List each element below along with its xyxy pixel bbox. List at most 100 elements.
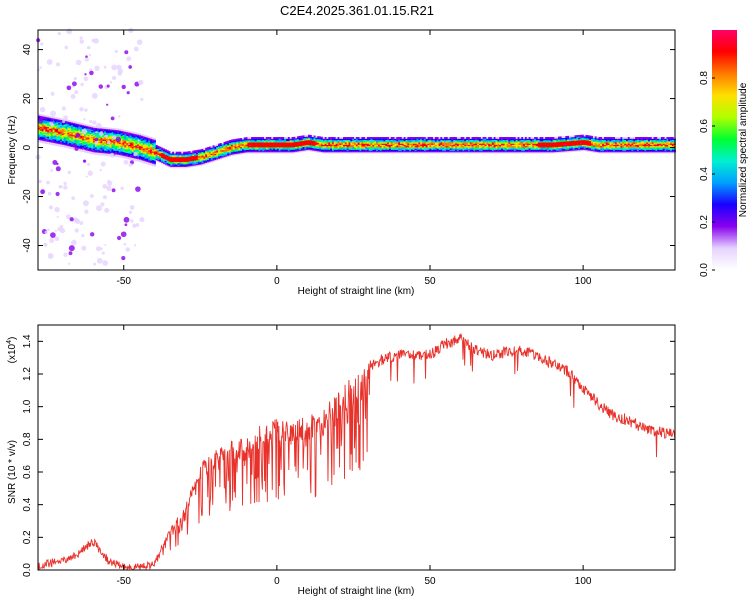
spectrogram-cell — [431, 149, 434, 152]
spectrogram-cell — [254, 149, 257, 152]
spectrogram-cell — [490, 145, 493, 148]
spectrogram-cell — [491, 151, 494, 154]
spectrogram-cell — [308, 135, 311, 138]
spectrogram-cell — [638, 146, 641, 149]
spectrogram-cell — [344, 149, 347, 152]
spectrogram-cell — [181, 156, 184, 159]
spectrogram-cell — [479, 137, 482, 139]
spectrogram-cell — [118, 153, 121, 156]
spectrogram-cell — [622, 139, 625, 142]
spectrogram-cell — [223, 154, 226, 156]
spectrogram-cell — [530, 143, 533, 145]
spectrogram-cell — [399, 149, 403, 152]
spectrogram-cell — [111, 143, 114, 146]
spectrogram-cell — [640, 145, 643, 148]
spectrogram-cell — [293, 145, 296, 148]
spectrogram-cell — [212, 158, 215, 161]
spectrogram-cell — [377, 146, 381, 149]
spectrogram-cell — [390, 151, 393, 154]
spectrogram-cell — [569, 139, 572, 142]
spectrogram-cell — [482, 140, 485, 143]
spectrogram-cell — [185, 161, 188, 164]
spectrogram-cell — [521, 145, 524, 148]
spectrogram-cell — [491, 143, 494, 145]
spectrogram-cell — [139, 152, 142, 155]
spectrogram-cell — [93, 146, 96, 149]
spectrogram-cell — [467, 145, 471, 148]
spectrogram-cell — [602, 150, 605, 153]
spectrogram-cell — [238, 149, 241, 152]
spectrogram-cell — [434, 148, 437, 150]
spectrogram-cell — [275, 150, 278, 153]
spectrogram-cell — [376, 137, 379, 139]
spectrogram-cell — [140, 148, 143, 151]
spectrogram-cell — [313, 147, 316, 150]
spectrogram-cell — [173, 154, 177, 156]
spectrogram-cell — [133, 132, 136, 134]
spectrogram-cell — [436, 145, 439, 148]
spectrogram-cell — [153, 158, 156, 161]
spectrogram-cell — [49, 134, 52, 137]
spectrogram-cell — [442, 149, 445, 152]
spectrogram-cell — [350, 144, 353, 147]
spectrogram-cell — [221, 142, 224, 145]
spectrogram-cell — [306, 149, 309, 152]
spectrogram-cell — [186, 156, 189, 159]
spectrogram-cell — [196, 164, 199, 167]
spectrogram-cell — [497, 146, 500, 149]
spectrogram-cell — [129, 155, 132, 158]
spectrogram-cell — [304, 143, 307, 146]
spectrogram-cell — [592, 144, 596, 147]
spectrogram-cell — [501, 146, 504, 149]
spectrogram-cell — [47, 138, 50, 141]
spectrogram-cell — [164, 155, 167, 158]
spectrogram-cell — [133, 139, 136, 142]
spectrogram-cell — [208, 156, 211, 159]
spectrogram-cell — [269, 145, 272, 148]
spectrogram-cell — [521, 146, 524, 149]
spectrogram-cell — [56, 141, 59, 144]
spectrogram-cell — [207, 160, 210, 163]
spectrogram-cell — [131, 137, 134, 140]
spectrogram-cell — [65, 123, 68, 125]
spectrogram-cell — [179, 161, 182, 164]
spectrogram-cell — [264, 144, 267, 147]
spectrogram-cell — [67, 128, 70, 131]
spectrogram-cell — [85, 127, 88, 130]
spectrogram-cell — [43, 139, 46, 142]
spectrogram-cell — [484, 143, 487, 145]
spectrogram-cell — [56, 117, 59, 120]
spectrogram-cell — [306, 137, 309, 140]
spectrogram-cell — [43, 124, 46, 127]
spectrogram-cell — [467, 151, 471, 154]
spectrogram-cell — [453, 138, 456, 141]
spectrogram-cell — [366, 139, 370, 142]
spectrogram-cell — [131, 148, 134, 151]
spectrogram-cell — [607, 137, 610, 139]
spectrogram-cell — [61, 139, 64, 142]
spectrogram-cell — [418, 139, 421, 142]
spectrogram-cell — [578, 144, 581, 147]
spectrogram-cell — [197, 160, 200, 163]
spectrogram-cell — [71, 125, 74, 128]
spectrogram-cell — [455, 139, 458, 142]
spectrogram-cell — [139, 150, 142, 153]
spectrogram-cell — [646, 145, 649, 148]
spectrogram-cell — [76, 122, 79, 124]
spectrogram-cell — [243, 137, 246, 140]
spectrogram-cell — [456, 150, 460, 153]
spectrogram-cell — [265, 139, 268, 142]
spectrogram-cell — [618, 141, 621, 144]
spectrogram-cell — [354, 141, 357, 144]
spectrogram-cell — [196, 162, 199, 165]
spectrogram-cell — [69, 122, 72, 125]
spectrogram-cell — [552, 137, 555, 139]
spectrogram-cell — [311, 149, 314, 152]
spectrogram-cell — [493, 151, 496, 154]
spectrogram-cell — [251, 144, 254, 147]
spectrogram-cell — [311, 143, 314, 146]
spectrogram-cell — [151, 148, 155, 151]
spectrogram-cell — [67, 145, 70, 148]
spectrogram-cell — [275, 138, 278, 141]
spectrogram-cell — [234, 147, 237, 150]
